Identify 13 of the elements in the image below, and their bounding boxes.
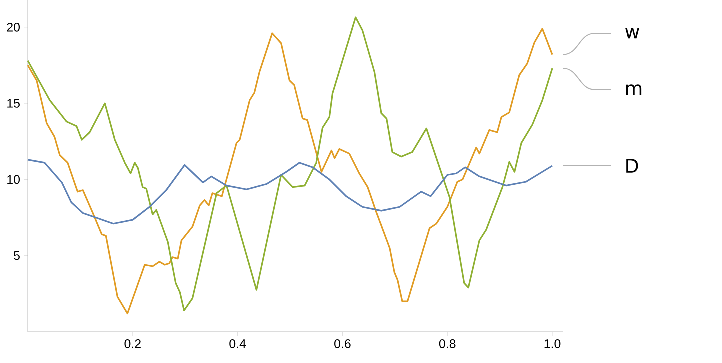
text: D — [626, 159, 638, 173]
x-tick-label: 0.6 — [334, 340, 351, 348]
y-tick-label: 20 — [7, 23, 20, 32]
x-tick-label: 0.2 — [124, 340, 141, 348]
text: m — [626, 84, 642, 96]
y-tick-label: 5 — [14, 252, 20, 260]
y-tick-label: 15 — [8, 99, 20, 108]
x-tick-label: 1.0 — [544, 340, 561, 348]
line-series — [27, 159, 554, 225]
x-tick-label: 0.8 — [439, 340, 456, 348]
text: w — [626, 28, 640, 39]
y-tick-label: 10 — [8, 175, 20, 184]
x-tick-label: 0.4 — [230, 340, 246, 348]
